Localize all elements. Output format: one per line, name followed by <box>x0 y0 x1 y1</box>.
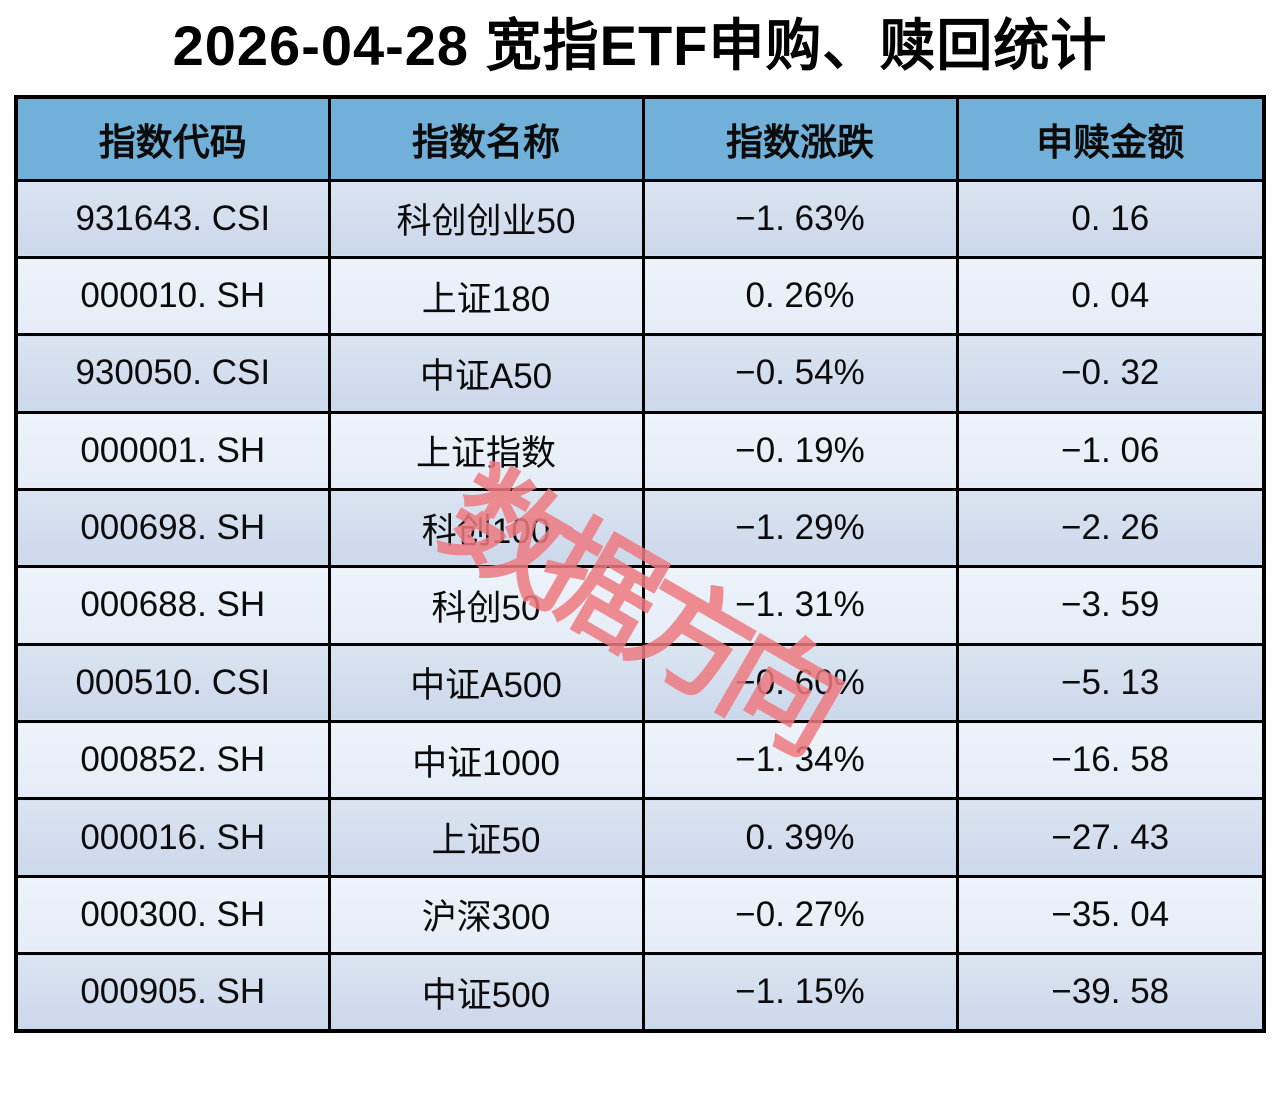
cell-amount: −1. 06 <box>955 410 1266 491</box>
cell-change: −0. 19% <box>641 410 959 491</box>
cell-change: −1. 31% <box>641 565 959 646</box>
cell-change: 0. 26% <box>641 255 959 337</box>
column-header-index-change: 指数涨跌 <box>641 95 959 182</box>
cell-name: 中证1000 <box>327 720 645 801</box>
cell-amount: −27. 43 <box>955 797 1266 878</box>
cell-name: 沪深300 <box>327 874 645 956</box>
table-row: 930050. CSI 中证A50 −0. 54% −0. 32 <box>14 333 1266 414</box>
cell-code: 000510. CSI <box>14 642 331 724</box>
table-row: 000010. SH 上证180 0. 26% 0. 04 <box>14 255 1266 337</box>
table-row: 000852. SH 中证1000 −1. 34% −16. 58 <box>14 720 1266 801</box>
cell-change: 0. 39% <box>641 797 959 878</box>
cell-name: 科创100 <box>327 487 645 569</box>
cell-amount: 0. 04 <box>955 255 1266 337</box>
column-header-index-code: 指数代码 <box>14 95 331 182</box>
cell-name: 科创50 <box>327 565 645 646</box>
cell-code: 931643. CSI <box>14 178 331 259</box>
cell-name: 中证500 <box>327 952 645 1033</box>
cell-amount: −16. 58 <box>955 720 1266 801</box>
cell-code: 000300. SH <box>14 874 331 956</box>
cell-amount: −0. 32 <box>955 333 1266 414</box>
table-row: 000001. SH 上证指数 −0. 19% −1. 06 <box>14 410 1266 491</box>
cell-code: 000010. SH <box>14 255 331 337</box>
cell-name: 中证A50 <box>327 333 645 414</box>
cell-name: 科创创业50 <box>327 178 645 259</box>
table-row: 000300. SH 沪深300 −0. 27% −35. 04 <box>14 874 1266 956</box>
table-row: 000698. SH 科创100 −1. 29% −2. 26 <box>14 487 1266 569</box>
table-row: 000510. CSI 中证A500 −0. 60% −5. 13 <box>14 642 1266 724</box>
cell-code: 000698. SH <box>14 487 331 569</box>
etf-table: 指数代码 指数名称 指数涨跌 申赎金额 931643. CSI 科创创业50 −… <box>14 95 1266 1033</box>
cell-change: −1. 29% <box>641 487 959 569</box>
cell-code: 000905. SH <box>14 952 331 1033</box>
cell-code: 000688. SH <box>14 565 331 646</box>
table-row: 931643. CSI 科创创业50 −1. 63% 0. 16 <box>14 178 1266 259</box>
cell-amount: −5. 13 <box>955 642 1266 724</box>
table-row: 000016. SH 上证50 0. 39% −27. 43 <box>14 797 1266 878</box>
cell-name: 上证指数 <box>327 410 645 491</box>
cell-change: −0. 60% <box>641 642 959 724</box>
column-header-index-name: 指数名称 <box>327 95 645 182</box>
cell-name: 上证50 <box>327 797 645 878</box>
cell-change: −1. 63% <box>641 178 959 259</box>
cell-change: −1. 34% <box>641 720 959 801</box>
table-row: 000905. SH 中证500 −1. 15% −39. 58 <box>14 952 1266 1033</box>
cell-change: −1. 15% <box>641 952 959 1033</box>
header-row: 指数代码 指数名称 指数涨跌 申赎金额 <box>14 95 1266 182</box>
cell-amount: −35. 04 <box>955 874 1266 956</box>
cell-amount: −39. 58 <box>955 952 1266 1033</box>
column-header-amount: 申赎金额 <box>955 95 1266 182</box>
cell-code: 930050. CSI <box>14 333 331 414</box>
cell-amount: −3. 59 <box>955 565 1266 646</box>
cell-change: −0. 54% <box>641 333 959 414</box>
cell-code: 000016. SH <box>14 797 331 878</box>
cell-code: 000852. SH <box>14 720 331 801</box>
cell-name: 上证180 <box>327 255 645 337</box>
cell-amount: −2. 26 <box>955 487 1266 569</box>
table-row: 000688. SH 科创50 −1. 31% −3. 59 <box>14 565 1266 646</box>
cell-code: 000001. SH <box>14 410 331 491</box>
page-title: 2026-04-28 宽指ETF申购、赎回统计 <box>172 14 1108 77</box>
cell-change: −0. 27% <box>641 874 959 956</box>
cell-amount: 0. 16 <box>955 178 1266 259</box>
cell-name: 中证A500 <box>327 642 645 724</box>
